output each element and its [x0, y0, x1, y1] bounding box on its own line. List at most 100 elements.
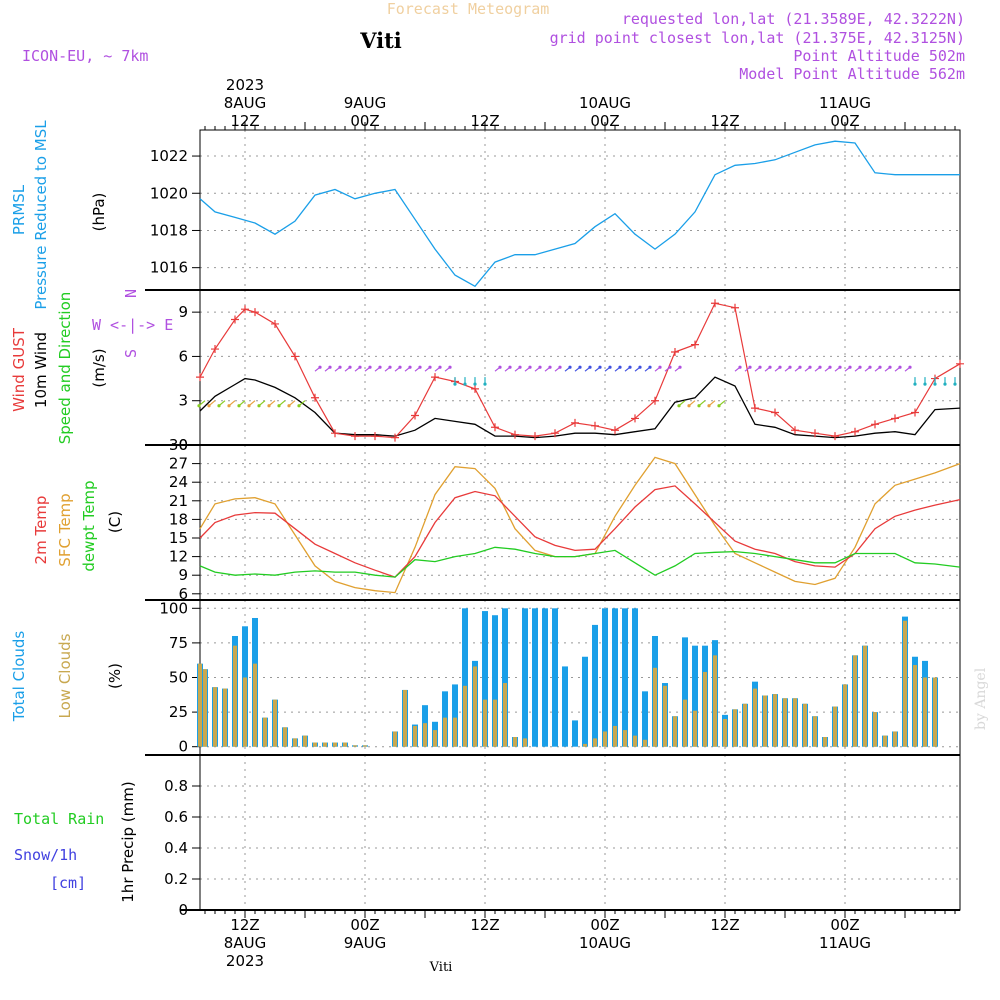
y-tick-label: 0.8 — [164, 777, 188, 795]
wind-unit: (m/s) — [90, 348, 108, 387]
total-cloud-bar — [462, 608, 468, 747]
low-cloud-bar — [713, 655, 717, 747]
total-cloud-bar — [482, 611, 488, 747]
bottom-time-label: 9AUG — [344, 934, 386, 952]
bottom-time-label: 12Z — [230, 916, 259, 934]
sfc-legend: SFC Temp — [56, 493, 74, 566]
gust-marker — [671, 348, 679, 356]
wind-arrow-head — [608, 365, 612, 369]
gust-marker — [196, 373, 204, 382]
wind-arrow-head — [518, 365, 522, 369]
direction-legend: Speed and Direction — [56, 292, 74, 445]
total-cloud-bar — [452, 684, 458, 747]
low-cloud-bar — [623, 730, 627, 747]
gust-marker — [956, 359, 964, 368]
y-tick-label: 9 — [178, 566, 188, 584]
low-cloud-bar — [853, 655, 857, 747]
wind-arrow-head — [913, 382, 917, 386]
top-time-label: 11AUG — [819, 94, 871, 112]
low-cloud-bar — [483, 699, 487, 747]
low-cloud-bar — [803, 703, 807, 747]
low-cloud-bar — [273, 699, 277, 747]
low-cloud-bar — [663, 685, 667, 747]
total-cloud-bar — [632, 608, 638, 747]
snow-unit: [cm] — [50, 874, 86, 892]
low-cloud-bar — [633, 735, 637, 747]
low-cloud-bar — [893, 731, 897, 747]
low-cloud-bar — [723, 719, 727, 747]
wind-arrow-head — [798, 365, 802, 369]
panel-frame-2 — [199, 444, 961, 601]
gust-marker — [511, 430, 519, 439]
wind-arrow-head — [748, 365, 752, 369]
gust-marker — [891, 414, 899, 423]
y-tick-label: 0 — [178, 738, 188, 756]
wind-arrow-head — [287, 404, 291, 408]
panel-frame-0 — [199, 129, 961, 291]
bottom-time-label: 12Z — [710, 916, 739, 934]
wind-arrow-head — [528, 365, 532, 369]
wind-arrow-head — [933, 382, 937, 386]
low-cloud-bar — [773, 694, 777, 747]
gust-marker — [411, 411, 419, 420]
wind-arrow-head — [598, 365, 602, 369]
gust-marker — [351, 432, 359, 441]
gust-marker — [331, 429, 339, 438]
wind-arrow-head — [588, 365, 592, 369]
wind-arrow-head — [818, 365, 822, 369]
wind-arrow-head — [697, 404, 701, 408]
total-clouds-legend: Total Clouds — [10, 631, 28, 723]
sfc-temp-line — [199, 456, 961, 594]
low-cloud-bar — [443, 717, 447, 747]
low-cloud-bar — [873, 712, 877, 747]
y-tick-label: 0.6 — [164, 808, 188, 826]
precip-unit: 1hr Precip (mm) — [119, 781, 137, 902]
wind-arrow-head — [197, 404, 201, 408]
bottom-time-label: 00Z — [590, 916, 619, 934]
low-cloud-bar — [833, 706, 837, 747]
wind-arrow-head — [257, 404, 261, 408]
pressure-legend-line2: Pressure Reduced to MSL — [32, 120, 50, 310]
gust-marker — [631, 414, 639, 423]
top-time-label: 00Z — [350, 112, 379, 130]
low-cloud-bar — [433, 730, 437, 747]
gridpoint-coords: grid point closest lon,lat (21.375E, 42.… — [550, 29, 965, 47]
low-cloud-bar — [883, 735, 887, 747]
total-cloud-bar — [642, 691, 648, 747]
gust-marker — [871, 420, 879, 429]
pressure-line — [199, 140, 960, 288]
gust-marker — [711, 299, 719, 308]
top-time-label: 00Z — [590, 112, 619, 130]
gust-marker — [371, 432, 379, 441]
low-cloud-bar — [413, 725, 417, 747]
wind-arrow-head — [758, 365, 762, 369]
wind-arrow-head — [438, 365, 442, 369]
low-cloud-bar — [583, 743, 587, 747]
low-cloud-bar — [393, 731, 397, 747]
footer-location: Viti — [429, 960, 453, 975]
clouds-legend: Total Clouds Low Clouds (%) — [10, 631, 124, 723]
total-cloud-bar — [492, 615, 498, 747]
wind-arrow-head — [578, 365, 582, 369]
temp-2m-line — [199, 485, 961, 578]
low-cloud-bar — [933, 677, 937, 747]
top-time-label: 2023 — [226, 76, 264, 94]
low-cloud-bar — [693, 710, 697, 747]
gust-marker — [651, 396, 659, 405]
top-time-label: 12Z — [710, 112, 739, 130]
total-cloud-bar — [682, 637, 688, 747]
total-cloud-bar — [602, 608, 608, 747]
gust-line — [199, 302, 961, 439]
y-tick-label: 3 — [178, 392, 188, 410]
pressure-unit: (hPa) — [90, 193, 108, 232]
wind-arrow-head — [358, 365, 362, 369]
low-cloud-bar — [813, 716, 817, 747]
y-tick-label: 24 — [169, 473, 188, 491]
compass-we: W <-|-> E — [92, 316, 173, 334]
wind-arrow-head — [338, 365, 342, 369]
low-cloud-bar — [313, 742, 317, 747]
wind-legend: 10m Wind — [32, 332, 50, 408]
low-cloud-bar — [303, 735, 307, 747]
y-tick-label: 18 — [169, 510, 188, 528]
low-cloud-bar — [283, 727, 287, 747]
